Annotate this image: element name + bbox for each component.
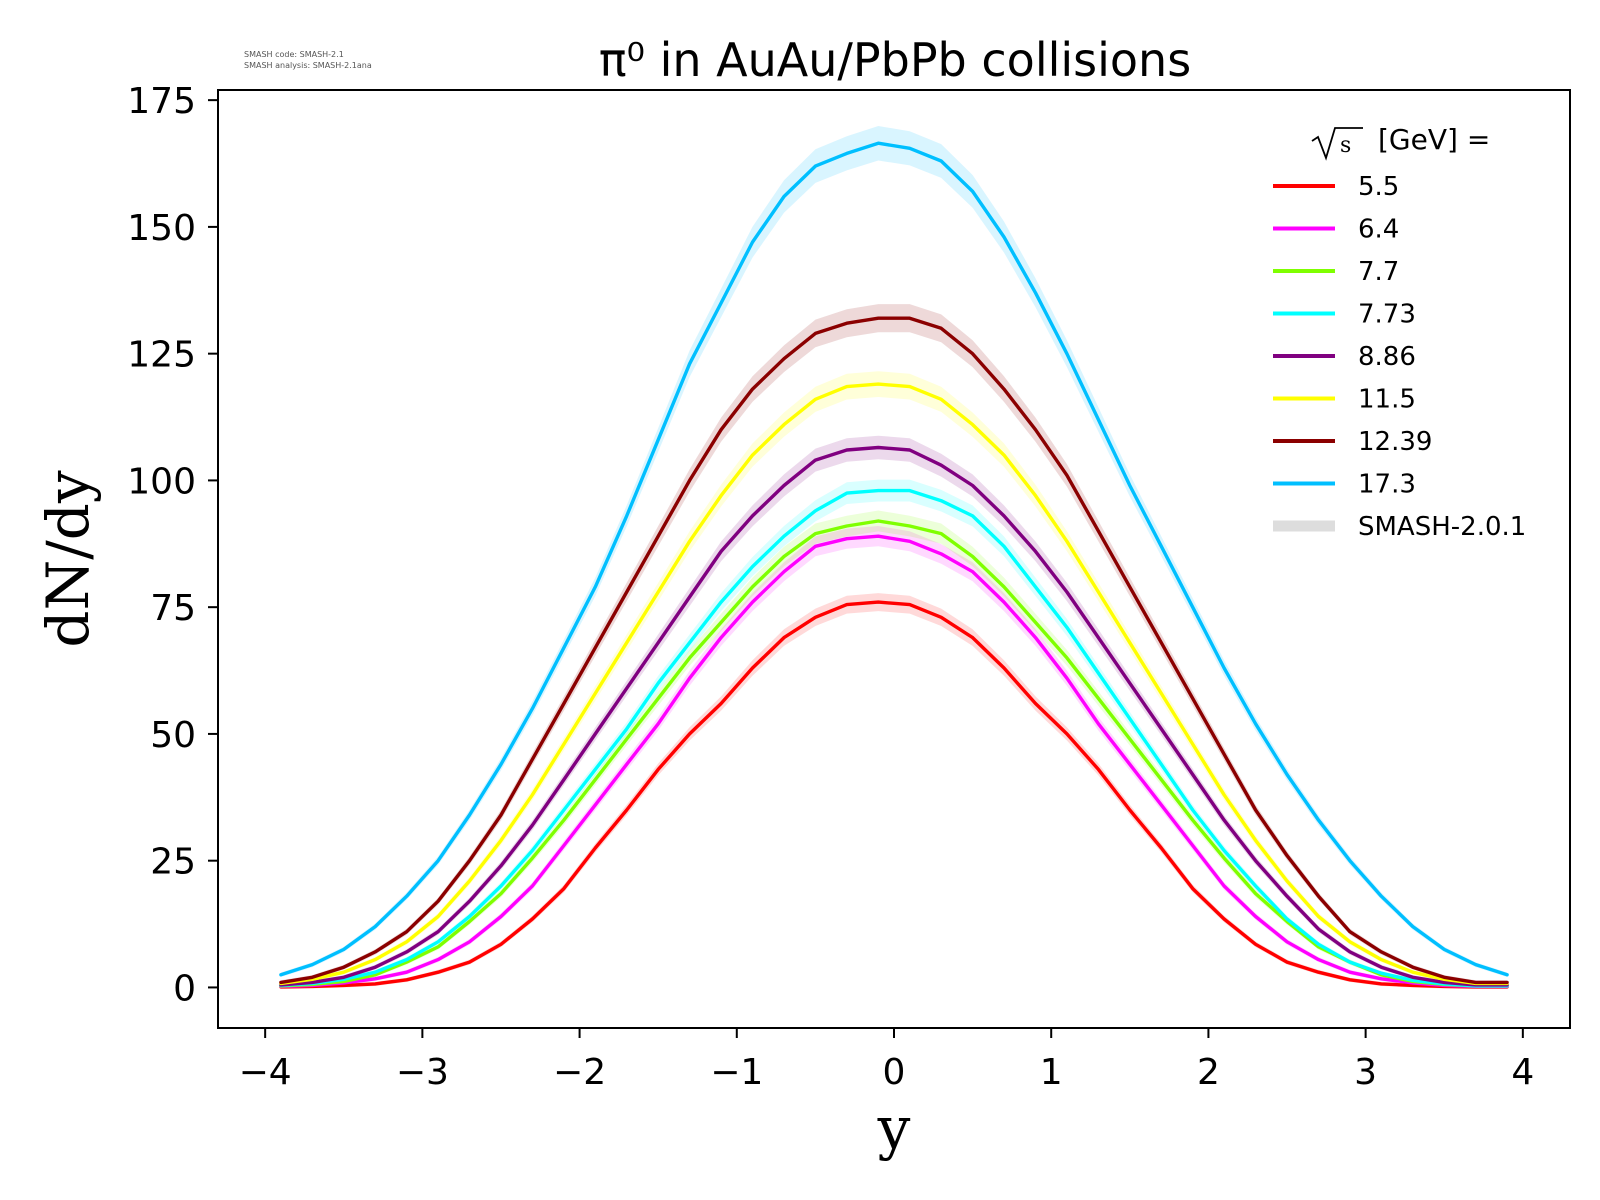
legend-title-s: s [1340,133,1351,158]
x-tick-label: −2 [553,1052,606,1093]
series-line-6-4 [279,534,1509,989]
x-tick-label: 4 [1511,1052,1534,1093]
legend-label-5-5: 5.5 [1358,172,1399,202]
x-tick-label: 0 [883,1052,906,1093]
y-tick-label: 25 [150,842,196,883]
x-tick-label: −4 [239,1052,292,1093]
series-line-8-86 [279,445,1509,987]
legend-title-unit: [GeV] = [1378,123,1490,156]
y-tick-label: 175 [127,81,196,122]
legend-label-17-3: 17.3 [1358,470,1416,500]
legend-label-11-5: 11.5 [1358,385,1416,415]
legend: s [GeV] = 5.5 6.4 7.7 7.73 8.86 11.5 12.39 17.3… [1273,123,1526,542]
series-line-7-73 [279,488,1509,988]
y-axis: 0 25 50 75 100 125 150 175 [127,81,218,1009]
x-tick-label: 1 [1040,1052,1063,1093]
series-line-11-5 [279,382,1509,986]
series-line-17-3 [279,141,1509,977]
series-lines [279,141,1509,989]
legend-label-7-7: 7.7 [1358,257,1399,287]
y-tick-label: 75 [150,588,196,629]
series-line-12-39 [279,316,1509,985]
y-tick-label: 50 [150,715,196,756]
legend-label-7-73: 7.73 [1358,300,1416,330]
x-tick-label: 2 [1197,1052,1220,1093]
y-tick-label: 100 [127,461,196,502]
legend-items: 5.5 6.4 7.7 7.73 8.86 11.5 12.39 17.3 SMASH-2.0.… [1273,172,1526,542]
series-line-7-7 [279,519,1509,988]
legend-label-band: SMASH-2.0.1 [1358,512,1526,542]
legend-label-12-39: 12.39 [1358,427,1432,457]
smash-code-note: SMASH code: SMASH-2.1 [244,50,344,59]
legend-label-8-86: 8.86 [1358,342,1416,372]
x-tick-label: −3 [396,1052,449,1093]
legend-title: s [GeV] = [1311,123,1490,161]
x-tick-label: 3 [1354,1052,1377,1093]
x-tick-label: −1 [710,1052,763,1093]
y-tick-label: 0 [173,968,196,1009]
legend-label-6-4: 6.4 [1358,215,1399,245]
sqrt-symbol [1311,127,1363,161]
y-axis-label: dN/dy [34,470,102,648]
x-axis: −4 −3 −2 −1 0 1 2 3 4 [239,1028,1534,1093]
smash-analysis-note: SMASH analysis: SMASH-2.1ana [244,61,372,70]
chart-title: π⁰ in AuAu/PbPb collisions [599,33,1191,87]
y-tick-label: 125 [127,335,196,376]
y-tick-label: 150 [127,208,196,249]
x-axis-label: y [877,1094,911,1162]
series-line-5-5 [279,600,1509,989]
